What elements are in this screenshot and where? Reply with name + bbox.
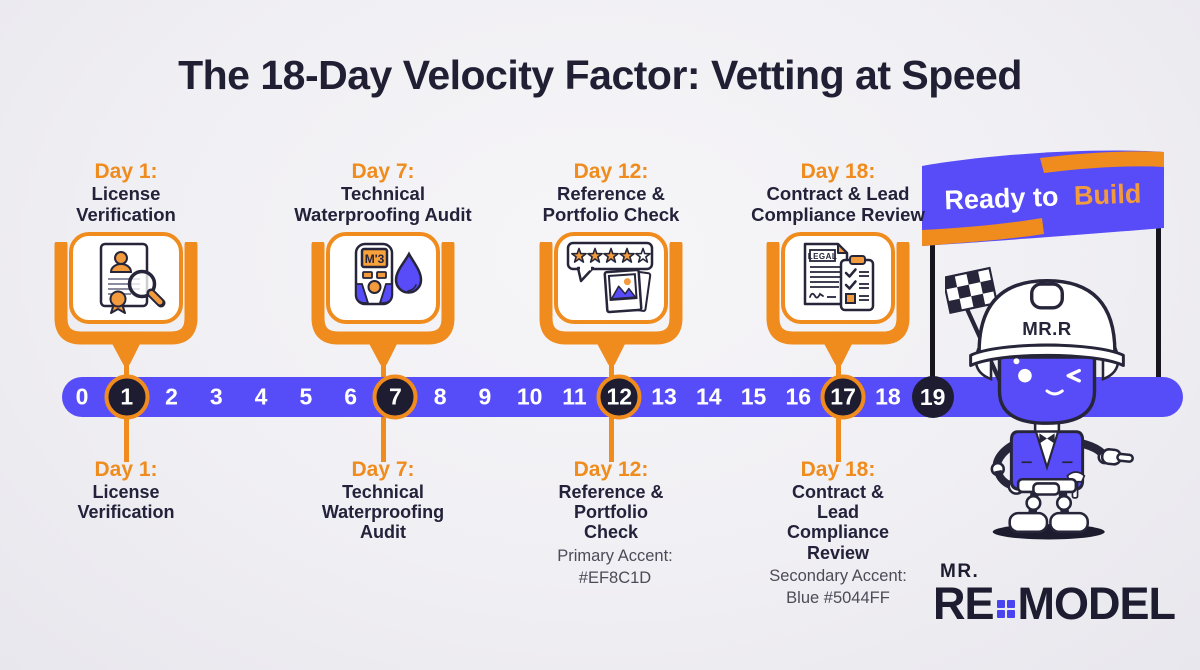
milestone-icon-card [554, 232, 668, 324]
milestone-day-1: Day 1: License Verification [1, 160, 251, 367]
timeline-day-13: 13 [651, 383, 677, 410]
hard-hat-brim [969, 343, 1125, 367]
logo-word-start: RE [933, 578, 995, 629]
license-certificate-magnifier-icon [99, 242, 166, 314]
timeline-day-15: 15 [740, 383, 767, 410]
checkered-flag-icon [945, 266, 1014, 408]
timeline-day-19: 19 [911, 376, 954, 418]
moisture-meter-droplet-icon: M'3 [354, 242, 423, 306]
banner-text-build: Build [1073, 179, 1142, 211]
logo-wordmark: RE MODEL [933, 578, 1176, 629]
milestone-icon-card [69, 232, 183, 324]
bottom-day-label: Day 18: [800, 458, 876, 481]
mascot-boot-left [1008, 511, 1049, 534]
helmet-text: MR.R [1022, 318, 1071, 339]
milestone-day-18: Day 18: Contract & Lead Compliance Revie… [713, 160, 963, 367]
bottom-title: Technical Waterproofing Audit [321, 482, 445, 543]
timeline-day-0: 0 [75, 383, 89, 410]
bottom-day-label: Day 12: [573, 458, 649, 481]
timeline-day-5: 5 [299, 383, 313, 410]
primary-accent-note: Primary Accent: #EF8C1D [557, 547, 673, 588]
star-icon [571, 247, 651, 263]
milestone-title: License Verification [76, 183, 176, 225]
pointing-hand-icon [1100, 448, 1134, 466]
timeline-day-2: 2 [165, 383, 178, 410]
bottom-day-label: Day 1: [94, 458, 158, 481]
timeline-day-17: 17 [820, 374, 866, 420]
timeline-day-4: 4 [254, 383, 268, 410]
timeline-day-14: 14 [695, 383, 722, 410]
banner-pole-left [930, 168, 935, 400]
bottom-day-label: Day 7: [351, 458, 415, 481]
bottom-title: License Verification [77, 482, 175, 523]
mascot-robot: MR.R [945, 266, 1134, 540]
milestone-day-label: Day 1: [94, 160, 158, 183]
milestone-title: Technical Waterproofing Audit [294, 183, 472, 225]
timeline-day-6: 6 [344, 383, 358, 410]
smile [1045, 389, 1064, 396]
star-rating-portfolio-icon [566, 241, 654, 314]
timeline-day-3: 3 [209, 383, 223, 410]
brand-logo: MR. RE MODEL [933, 561, 1176, 629]
logo-prefix: MR. [940, 561, 980, 582]
photo-icon [603, 268, 652, 314]
milestone-icon-assembly [51, 230, 201, 367]
logo-word-end: MODEL [1017, 578, 1176, 629]
meter-screen-text: M'3 [365, 252, 385, 266]
milestone-day-label: Day 12: [573, 160, 649, 183]
milestone-icon-card: M'3 [326, 232, 440, 324]
milestone-day-label: Day 18: [800, 160, 876, 183]
milestone-title: Contract & Lead Compliance Review [751, 183, 925, 225]
orange-bracket [311, 242, 455, 367]
secondary-accent-note: Secondary Accent: Blue #5044FF [769, 567, 907, 608]
bottom-title: Reference & Portfolio Check [558, 482, 664, 543]
banner-text-ready: Ready to [944, 181, 1059, 215]
ready-to-build-banner: Ready to Build [922, 150, 1164, 246]
timeline-bar: 0 1 2 3 4 5 6 7 8 9 10 11 12 13 14 15 16 17 18 19 [62, 374, 1183, 420]
timeline-day-11: 11 [562, 383, 587, 410]
mascot-boot-right [1049, 511, 1089, 534]
milestone-title: Reference & Portfolio Check [542, 183, 680, 225]
bottom-label-day-7: Day 7: Technical Waterproofing Audit [273, 458, 493, 543]
timeline-day-9: 9 [478, 383, 492, 410]
timeline-day-16: 16 [785, 383, 812, 410]
window-icon [996, 600, 1015, 619]
milestone-icon-assembly [536, 230, 686, 367]
timeline-day-10: 10 [516, 383, 543, 410]
bottom-title: Contract & Lead Compliance Review [786, 482, 890, 563]
timeline-day-1: 1 [104, 374, 150, 420]
milestone-day-12: Day 12: Reference & Portfolio Check [486, 160, 736, 367]
wink-eye [1066, 368, 1081, 383]
timeline-day-18: 18 [875, 383, 901, 410]
orange-bracket [766, 242, 910, 367]
svg-text:Ready to Build: Ready to Build [944, 179, 1142, 216]
bottom-label-day-12: Day 12: Reference & Portfolio Check [501, 458, 721, 543]
banner-pole-right [1156, 160, 1161, 408]
page-title: The 18-Day Velocity Factor: Vetting at S… [178, 52, 1022, 98]
milestone-day-label: Day 7: [351, 160, 415, 183]
milestone-icon-assembly: LEGAL [763, 230, 913, 367]
timeline-day-7: 7 [372, 374, 418, 420]
orange-bracket [539, 242, 683, 367]
legal-contract-checklist-icon: LEGAL [803, 242, 875, 312]
milestone-day-7: Day 7: Technical Waterproofing Audit M'3 [258, 160, 508, 367]
orange-bracket [54, 242, 198, 367]
timeline-day-8: 8 [433, 383, 447, 410]
bottom-label-day-1: Day 1: License Verification [16, 458, 236, 522]
timeline-day-12: 12 [596, 374, 642, 420]
milestone-icon-assembly: M'3 [308, 230, 458, 367]
milestone-icon-card: LEGAL [781, 232, 895, 324]
legal-label-text: LEGAL [808, 252, 838, 261]
bottom-label-day-18: Day 18: Contract & Lead Compliance Revie… [728, 458, 948, 563]
